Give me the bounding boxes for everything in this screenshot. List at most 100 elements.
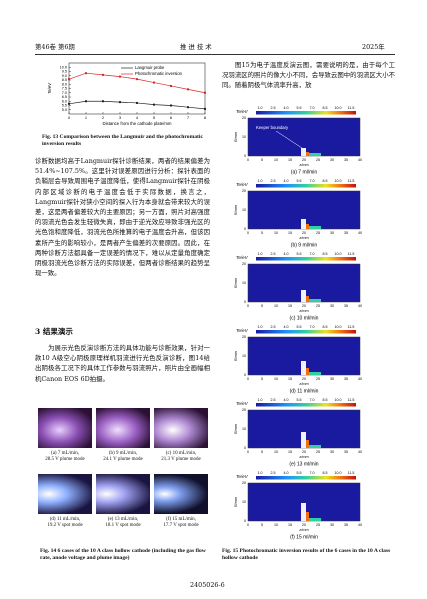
y-tick-label: 0 xyxy=(244,373,246,377)
y-tick-label: 20 xyxy=(242,481,246,485)
colorbar-tick-label: 11.5 xyxy=(348,179,355,183)
y-tick-label: 0 xyxy=(244,519,246,523)
x-tick-label: 10 xyxy=(274,158,278,162)
plume-hot xyxy=(306,440,309,448)
x-tick-label: 5 xyxy=(153,115,156,120)
plume-hot xyxy=(306,368,309,375)
legend-label: Langmuir probe xyxy=(135,65,165,70)
photo-caption: (c) 10 mL/min, 21.3 V plume mode xyxy=(161,451,201,463)
x-tick-label: 25 xyxy=(316,158,320,162)
plume-hot xyxy=(306,512,309,521)
panel-caption: (d) 11 ml/min xyxy=(290,388,319,394)
y-tick-label: 10 xyxy=(242,354,246,358)
figure-14-caption: Fig. 14 6 cases of the 10 A class hollow… xyxy=(40,548,206,562)
x-tick-label: 10 xyxy=(274,304,278,308)
x-tick-label: 25 xyxy=(316,450,320,454)
data-point xyxy=(119,101,121,104)
figure-13-caption: Fig. 13 Comparison between the Langmuir … xyxy=(42,134,203,148)
x-tick-label: 20 xyxy=(302,304,306,308)
x-tick-label: 5 xyxy=(261,450,263,454)
x-tick-label: 15 xyxy=(288,158,292,162)
y-tick-label: 20 xyxy=(242,262,246,266)
x-tick-label: 0 xyxy=(247,377,249,381)
y-tick-label: 9.0 xyxy=(62,74,67,78)
y-tick-label: 5.0 xyxy=(62,108,67,112)
colorbar-tick-label: 8.5 xyxy=(323,325,328,329)
x-tick-label: 15 xyxy=(288,377,292,381)
y-axis-label: R/mm xyxy=(234,497,238,507)
colorbar-tick-label: 4.0 xyxy=(284,471,289,475)
x-tick-label: 0 xyxy=(247,523,249,527)
plume-photo xyxy=(38,474,92,514)
x-tick-label: 15 xyxy=(288,450,292,454)
x-tick-label: 1 xyxy=(85,115,88,120)
y-tick-label: 5.5 xyxy=(62,104,67,108)
plume-photo xyxy=(154,474,208,514)
data-point xyxy=(136,101,138,104)
y-tick-label: 0 xyxy=(244,300,246,304)
photo-caption: (e) 13 mL/min, 18.1 V spot mode xyxy=(105,517,141,529)
x-tick-label: 30 xyxy=(330,450,334,454)
x-axis-label: z/mm xyxy=(298,163,308,167)
colorbar-tick-label: 5.5 xyxy=(297,471,302,475)
colorbar-tick-label: 8.5 xyxy=(323,471,328,475)
y-tick-label: 0 xyxy=(244,446,246,450)
y-tick-label: 10 xyxy=(242,208,246,212)
colorbar xyxy=(256,184,356,188)
colorbar-tick-label: 10.0 xyxy=(335,471,342,475)
colorbar-tick-label: 1.0 xyxy=(258,471,263,475)
x-tick-label: 0 xyxy=(247,304,249,308)
data-point xyxy=(204,107,206,110)
colorbar-tick-label: 10.0 xyxy=(335,252,342,256)
colorbar-tick-label: 1.0 xyxy=(258,106,263,110)
contour-field xyxy=(247,482,361,522)
colorbar xyxy=(256,257,356,261)
paragraph: 诊断数据均高于Langmuir探针诊断结果，两者的结果偏差为51.4%~107.… xyxy=(35,157,210,278)
colorbar-tick-label: 5.5 xyxy=(297,179,302,183)
colorbar-tick-label: 7.0 xyxy=(310,325,315,329)
x-tick-label: 30 xyxy=(330,523,334,527)
y-axis-label: R/mm xyxy=(234,132,238,142)
colorbar xyxy=(256,330,356,334)
colorbar-tick-label: 11.5 xyxy=(348,252,355,256)
colorbar-tick-label: 11.5 xyxy=(348,471,355,475)
colorbar-tick-label: 10.0 xyxy=(335,179,342,183)
y-tick-label: 20 xyxy=(242,408,246,412)
colorbar-tick-label: 8.5 xyxy=(323,252,328,256)
data-point xyxy=(153,81,155,84)
x-tick-label: 20 xyxy=(302,231,306,235)
y-axis-label: R/mm xyxy=(234,205,238,215)
y-tick-label: 10 xyxy=(242,135,246,139)
x-tick-label: 0 xyxy=(247,450,249,454)
data-point xyxy=(85,100,87,103)
colorbar-label: Te/eV xyxy=(236,401,249,406)
x-tick-label: 35 xyxy=(344,158,348,162)
x-tick-label: 40 xyxy=(358,523,362,527)
plume-hot xyxy=(306,224,309,229)
data-point xyxy=(68,78,70,81)
plume-glow xyxy=(309,372,321,375)
figure-15-caption: Fig. 15 Photochromatic inversion results… xyxy=(222,548,391,562)
x-tick-label: 40 xyxy=(358,450,362,454)
x-tick-label: 2 xyxy=(102,115,105,120)
colorbar-label: Te/eV xyxy=(236,328,249,333)
colorbar-tick-label: 8.5 xyxy=(323,106,328,110)
y-tick-label: 8.5 xyxy=(62,78,67,82)
x-tick-label: 0 xyxy=(247,158,249,162)
data-point xyxy=(187,106,189,109)
plume-glow xyxy=(309,153,321,156)
colorbar-tick-label: 1.0 xyxy=(258,325,263,329)
x-tick-label: 10 xyxy=(274,450,278,454)
x-tick-label: 0 xyxy=(68,115,71,120)
x-axis-label: Distance from the cathode plate/mm xyxy=(102,121,171,126)
colorbar-tick-label: 2.5 xyxy=(271,252,276,256)
y-tick-label: 0 xyxy=(244,227,246,231)
x-tick-label: 8 xyxy=(204,115,207,120)
plume-core xyxy=(301,432,306,448)
colorbar-tick-label: 4.0 xyxy=(284,106,289,110)
colorbar-tick-label: 8.5 xyxy=(323,179,328,183)
annotation-arrow xyxy=(275,130,303,149)
x-tick-label: 35 xyxy=(344,377,348,381)
x-tick-label: 35 xyxy=(344,523,348,527)
y-tick-label: 20 xyxy=(242,116,246,120)
